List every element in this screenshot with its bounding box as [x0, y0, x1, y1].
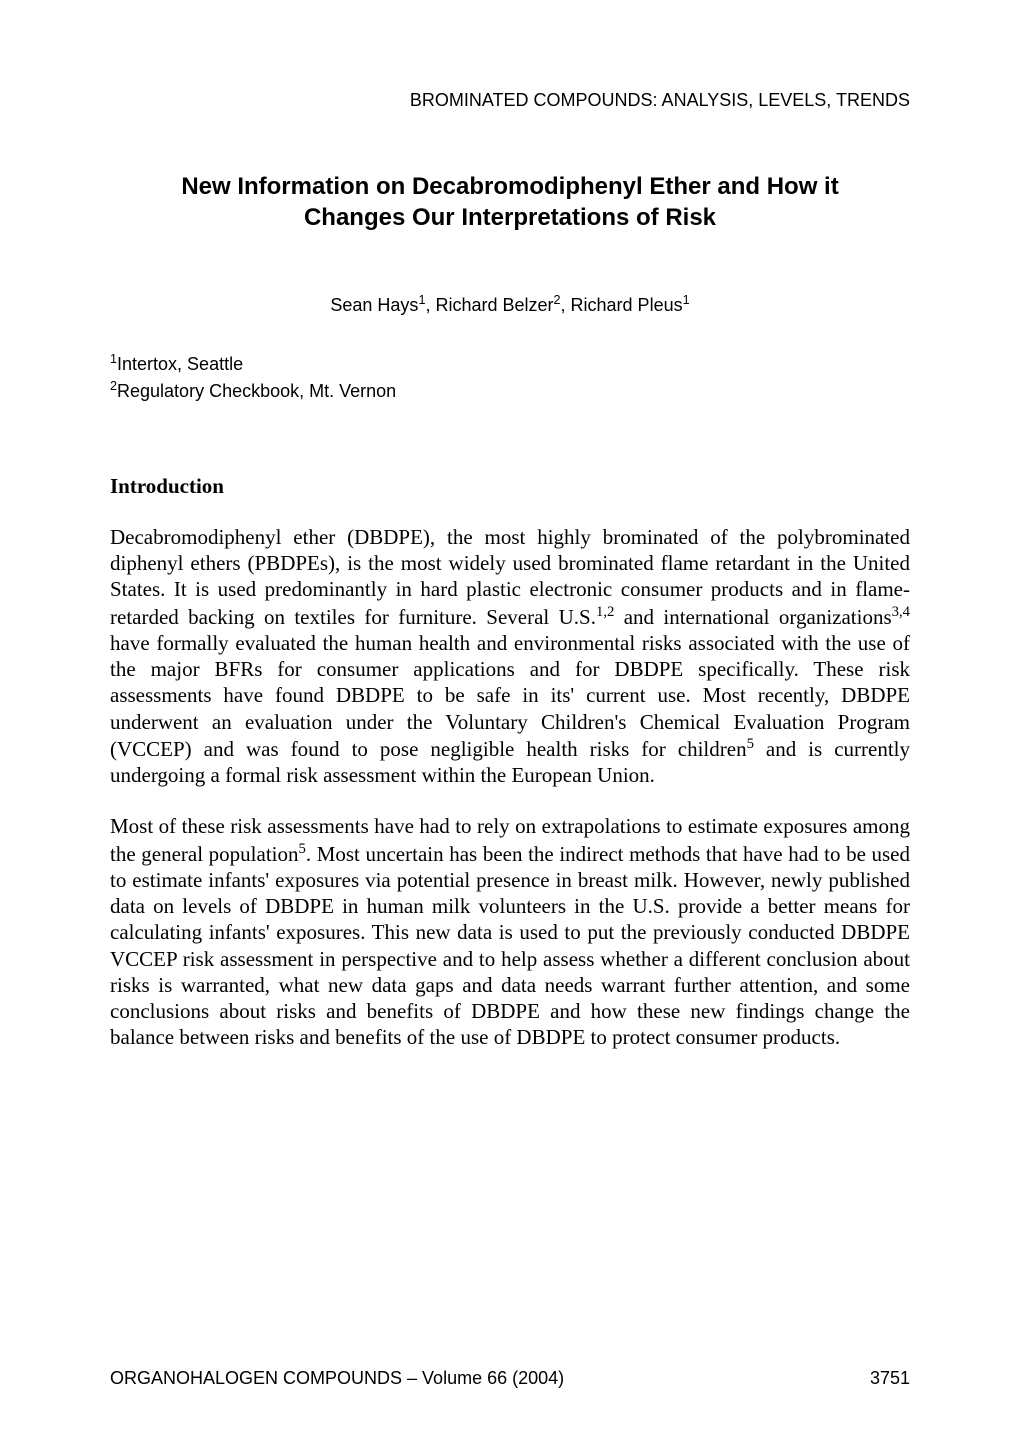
p2-sup1: 5 — [299, 841, 306, 857]
footer-left: ORGANOHALOGEN COMPOUNDS – Volume 66 (200… — [110, 1368, 564, 1389]
p2-seg2: . Most uncertain has been the indirect m… — [110, 842, 910, 1050]
authors-line: Sean Hays 1 , Richard Belzer2, Richard Ple… — [110, 293, 910, 316]
affiliations: 1Intertox, Seattle 2Regulatory Checkbook… — [110, 351, 910, 403]
aff2-sup: 2 — [110, 379, 117, 393]
aff2-text: Regulatory Checkbook, Mt. Vernon — [117, 381, 396, 401]
p1-seg2: and international organizations — [614, 605, 891, 629]
intro-heading: Introduction — [110, 474, 910, 499]
p1-sup1: 1,2 — [596, 604, 614, 620]
affiliation-1: 1Intertox, Seattle — [110, 351, 910, 377]
author-2: , Richard Belzer — [425, 295, 553, 315]
title-line2: Changes Our Interpretations of Risk — [304, 204, 716, 231]
affiliation-2: 2Regulatory Checkbook, Mt. Vernon — [110, 378, 910, 404]
aff1-text: Intertox, Seattle — [117, 354, 243, 374]
author-3: , Richard Pleus — [561, 295, 683, 315]
author-3-sup: 1 — [683, 293, 690, 307]
title-line1: New Information on Decabromodiphenyl Eth… — [181, 173, 838, 200]
paper-title: New Information on Decabromodiphenyl Eth… — [110, 171, 910, 233]
p1-sup3: 5 — [747, 736, 754, 752]
aff1-sup: 1 — [110, 352, 117, 366]
footer-page-number: 3751 — [870, 1368, 910, 1389]
author-2-sup: 2 — [554, 293, 561, 307]
intro-paragraph-1: Decabromodiphenyl ether (DBDPE), the mos… — [110, 524, 910, 789]
intro-paragraph-2: Most of these risk assessments have had … — [110, 813, 910, 1050]
running-header: BROMINATED COMPOUNDS: ANALYSIS, LEVELS, … — [110, 90, 910, 111]
page-footer: ORGANOHALOGEN COMPOUNDS – Volume 66 (200… — [110, 1368, 910, 1389]
author-1: Sean Hays — [330, 295, 418, 315]
p1-sup2: 3,4 — [892, 604, 910, 620]
